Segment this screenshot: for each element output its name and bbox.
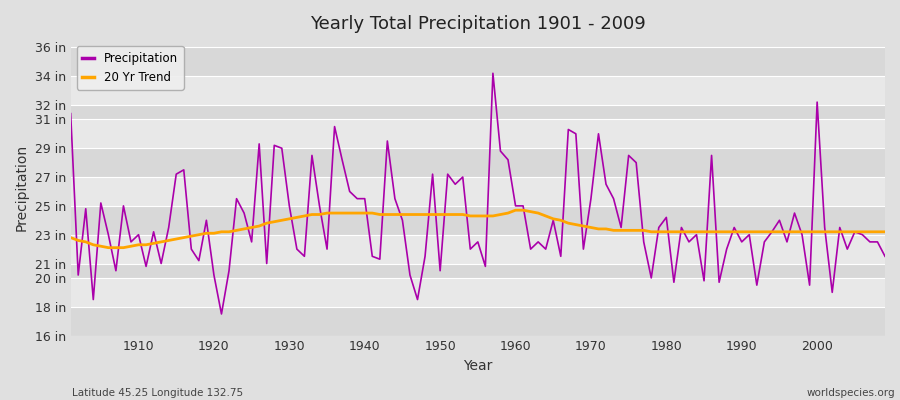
Bar <box>71 105 885 119</box>
Precipitation <box>488 71 499 76</box>
Y-axis label: Precipitation: Precipitation <box>15 144 29 232</box>
Bar <box>71 235 885 264</box>
Text: Latitude 45.25 Longitude 132.75: Latitude 45.25 Longitude 132.75 <box>72 388 243 398</box>
Bar <box>71 47 885 76</box>
Precipitation <box>216 312 227 316</box>
Title: Yearly Total Precipitation 1901 - 2009: Yearly Total Precipitation 1901 - 2009 <box>310 15 645 33</box>
Precipitation <box>518 204 528 208</box>
20 Yr Trend <box>299 214 310 218</box>
Line: 20 Yr Trend: 20 Yr Trend <box>71 210 885 248</box>
20 Yr Trend <box>879 230 890 234</box>
20 Yr Trend <box>345 211 356 216</box>
Bar <box>71 264 885 278</box>
Bar <box>71 177 885 206</box>
20 Yr Trend <box>616 228 626 233</box>
Text: worldspecies.org: worldspecies.org <box>807 388 896 398</box>
Bar <box>71 307 885 336</box>
Precipitation <box>879 254 890 259</box>
Bar <box>71 119 885 148</box>
20 Yr Trend <box>103 245 113 250</box>
Precipitation <box>66 111 77 116</box>
20 Yr Trend <box>518 208 528 212</box>
Precipitation <box>345 189 356 194</box>
Precipitation <box>616 225 626 230</box>
X-axis label: Year: Year <box>464 359 492 373</box>
20 Yr Trend <box>66 235 77 240</box>
Line: Precipitation: Precipitation <box>71 73 885 314</box>
Legend: Precipitation, 20 Yr Trend: Precipitation, 20 Yr Trend <box>76 46 184 90</box>
20 Yr Trend <box>526 209 536 214</box>
Precipitation <box>126 240 137 244</box>
Bar <box>71 278 885 307</box>
Precipitation <box>526 247 536 252</box>
Precipitation <box>299 254 310 259</box>
Bar <box>71 148 885 177</box>
20 Yr Trend <box>133 242 144 247</box>
20 Yr Trend <box>510 208 521 212</box>
Bar <box>71 76 885 105</box>
Bar <box>71 206 885 235</box>
